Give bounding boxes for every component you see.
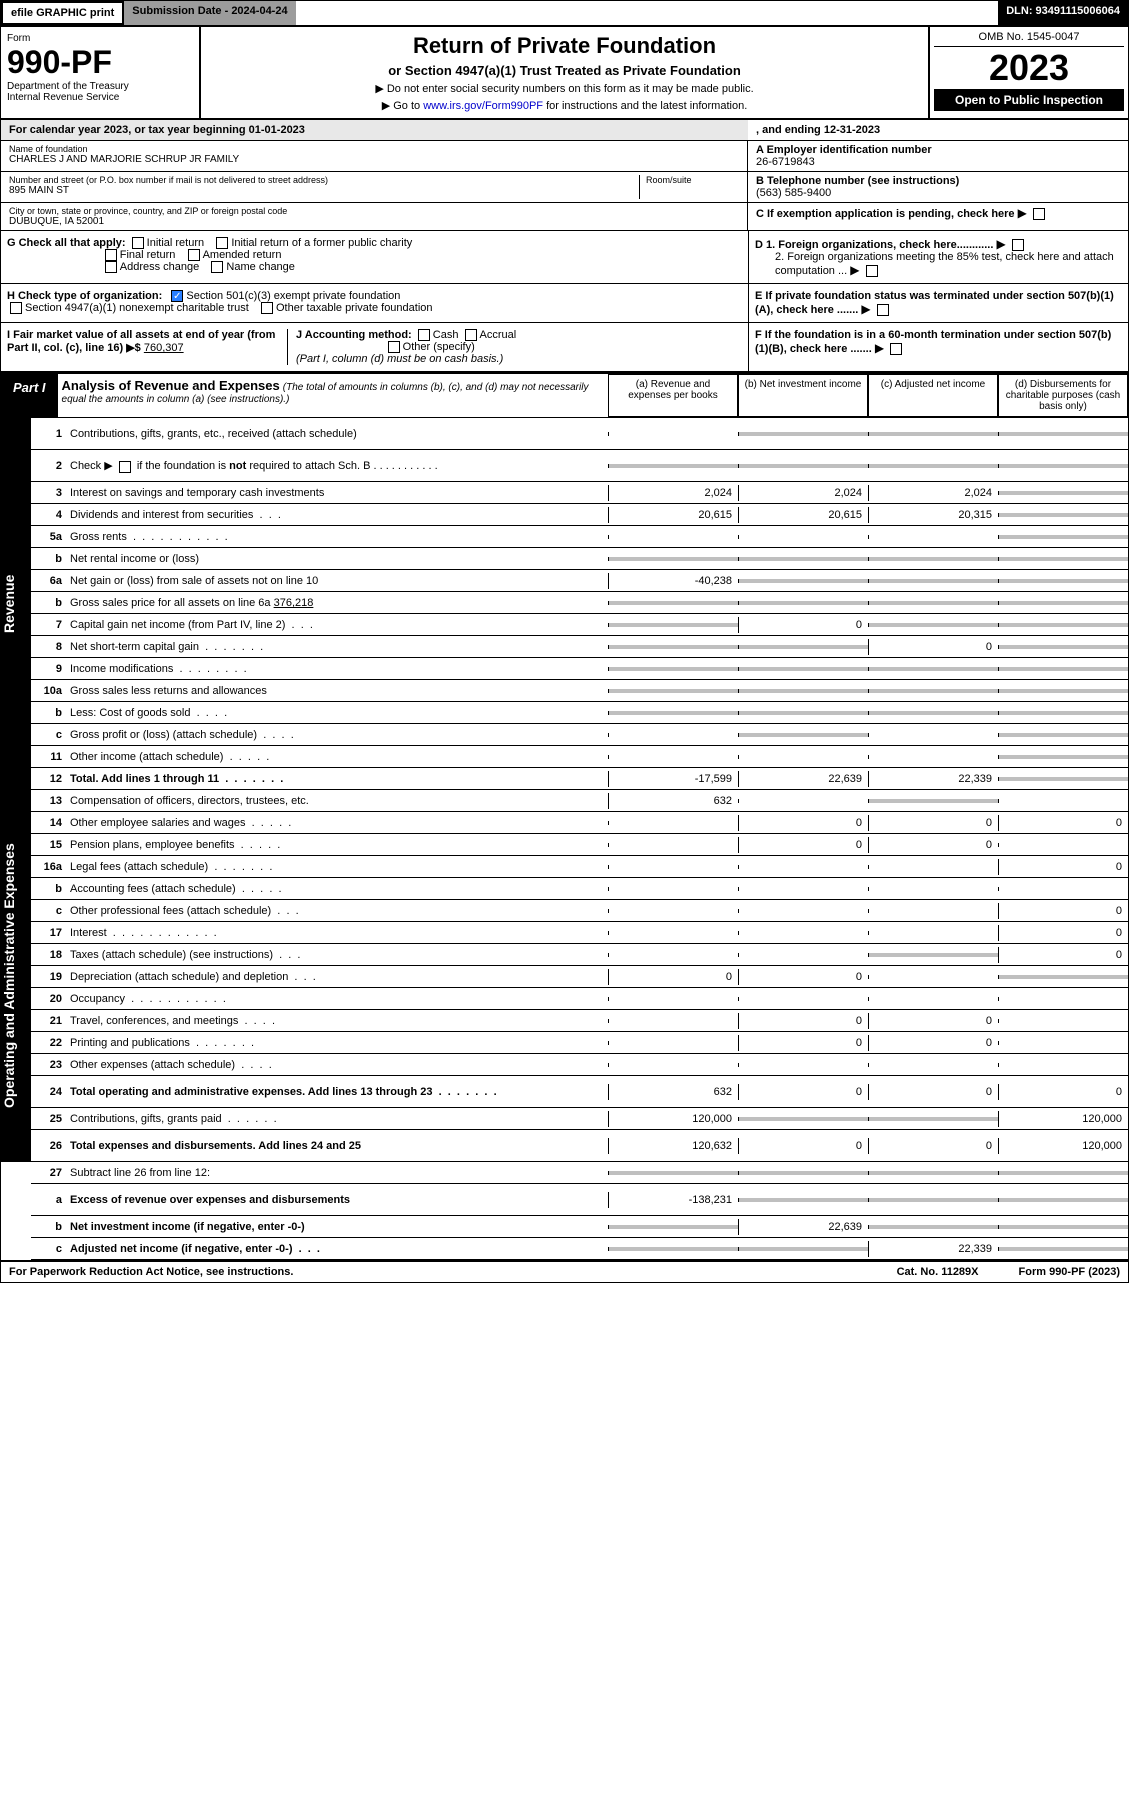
- city-block: City or town, state or province, country…: [1, 203, 748, 230]
- irs: Internal Revenue Service: [7, 92, 193, 103]
- ein-label: A Employer identification number: [756, 144, 1120, 156]
- g-name[interactable]: [211, 261, 223, 273]
- room-label: Room/suite: [646, 175, 739, 185]
- j-cash[interactable]: [418, 329, 430, 341]
- addr-label: Number and street (or P.O. box number if…: [9, 175, 639, 185]
- col-b-hdr: (b) Net investment income: [738, 374, 868, 417]
- col-a-hdr: (a) Revenue and expenses per books: [608, 374, 738, 417]
- h-501c3[interactable]: [171, 290, 183, 302]
- h-4947[interactable]: [10, 302, 22, 314]
- efile-button[interactable]: efile GRAPHIC print: [1, 1, 124, 25]
- name-value: CHARLES J AND MARJORIE SCHRUP JR FAMILY: [9, 154, 739, 165]
- open-public: Open to Public Inspection: [934, 89, 1124, 111]
- j-accrual[interactable]: [465, 329, 477, 341]
- fmv-value: 760,307: [144, 342, 184, 354]
- cal-end: , and ending 12-31-2023: [748, 120, 1128, 140]
- d-section: D 1. Foreign organizations, check here..…: [748, 231, 1128, 283]
- address-block: Number and street (or P.O. box number if…: [1, 172, 748, 202]
- top-bar: efile GRAPHIC print Submission Date - 20…: [1, 1, 1128, 27]
- cal-begin: For calendar year 2023, or tax year begi…: [1, 120, 748, 140]
- form-subtitle: or Section 4947(a)(1) Trust Treated as P…: [207, 63, 922, 78]
- phone-block: B Telephone number (see instructions) (5…: [748, 172, 1128, 202]
- form-note2: ▶ Go to www.irs.gov/Form990PF for instru…: [207, 99, 922, 112]
- dln: DLN: 93491115006064: [998, 1, 1128, 25]
- g-section: G Check all that apply: Initial return I…: [1, 231, 748, 283]
- phone-label: B Telephone number (see instructions): [756, 175, 1120, 187]
- g-amended[interactable]: [188, 249, 200, 261]
- form-ref: Form 990-PF (2023): [1019, 1266, 1120, 1278]
- part1-title: Analysis of Revenue and Expenses: [62, 378, 280, 393]
- g-address[interactable]: [105, 261, 117, 273]
- omb: OMB No. 1545-0047: [934, 31, 1124, 47]
- g-initial-former[interactable]: [216, 237, 228, 249]
- paperwork-notice: For Paperwork Reduction Act Notice, see …: [9, 1266, 293, 1278]
- c-block: C If exemption application is pending, c…: [748, 203, 1128, 230]
- e-checkbox[interactable]: [877, 304, 889, 316]
- form-header: Form 990-PF Department of the Treasury I…: [1, 27, 1128, 120]
- d1-checkbox[interactable]: [1012, 239, 1024, 251]
- footer: For Paperwork Reduction Act Notice, see …: [1, 1260, 1128, 1282]
- addr-value: 895 MAIN ST: [9, 185, 639, 196]
- col-c-hdr: (c) Adjusted net income: [868, 374, 998, 417]
- j-other[interactable]: [388, 341, 400, 353]
- city-label: City or town, state or province, country…: [9, 206, 739, 216]
- ij-section: I Fair market value of all assets at end…: [1, 323, 748, 371]
- g-initial[interactable]: [132, 237, 144, 249]
- c-checkbox[interactable]: [1033, 208, 1045, 220]
- cat-no: Cat. No. 11289X: [897, 1266, 979, 1278]
- col-d-hdr: (d) Disbursements for charitable purpose…: [998, 374, 1128, 417]
- foundation-name-block: Name of foundation CHARLES J AND MARJORI…: [1, 141, 748, 171]
- dept: Department of the Treasury: [7, 81, 193, 92]
- h-other[interactable]: [261, 302, 273, 314]
- f-checkbox[interactable]: [890, 343, 902, 355]
- name-label: Name of foundation: [9, 144, 739, 154]
- revenue-label: Revenue: [1, 418, 31, 790]
- tax-year: 2023: [934, 47, 1124, 89]
- form-note1: ▶ Do not enter social security numbers o…: [207, 82, 922, 95]
- c-label: C If exemption application is pending, c…: [756, 208, 1015, 220]
- d2-checkbox[interactable]: [866, 265, 878, 277]
- form-label: Form: [7, 33, 193, 44]
- ein-value: 26-6719843: [756, 156, 1120, 168]
- irs-link[interactable]: www.irs.gov/Form990PF: [423, 100, 543, 112]
- f-section: F If the foundation is in a 60-month ter…: [748, 323, 1128, 371]
- ein-block: A Employer identification number 26-6719…: [748, 141, 1128, 171]
- submission-date: Submission Date - 2024-04-24: [124, 1, 295, 25]
- h-label: H Check type of organization:: [7, 290, 162, 302]
- l2-checkbox[interactable]: [119, 461, 131, 473]
- calendar-year-row: For calendar year 2023, or tax year begi…: [1, 120, 1128, 141]
- phone-value: (563) 585-9400: [756, 187, 1120, 199]
- city-value: DUBUQUE, IA 52001: [9, 216, 739, 227]
- form-title: Return of Private Foundation: [207, 33, 922, 59]
- form-number: 990-PF: [7, 44, 193, 81]
- j-note: (Part I, column (d) must be on cash basi…: [296, 353, 503, 365]
- g-final[interactable]: [105, 249, 117, 261]
- e-section: E If private foundation status was termi…: [748, 284, 1128, 322]
- part1-label: Part I: [1, 374, 58, 417]
- expenses-label: Operating and Administrative Expenses: [1, 790, 31, 1162]
- g-label: G Check all that apply:: [7, 237, 126, 249]
- h-section: H Check type of organization: Section 50…: [1, 284, 748, 322]
